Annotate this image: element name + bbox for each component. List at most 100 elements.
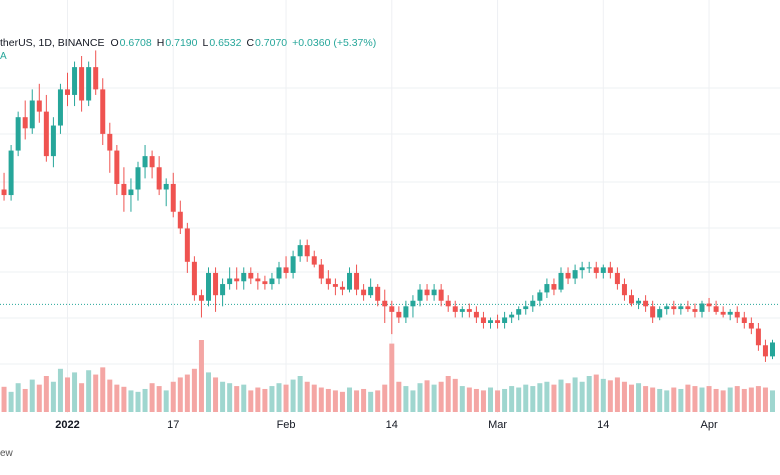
candle-body xyxy=(734,311,740,318)
volume-bar xyxy=(142,388,148,412)
candle-body xyxy=(79,67,85,101)
candle xyxy=(410,295,416,318)
candle xyxy=(79,56,85,112)
volume-bar xyxy=(692,386,698,412)
candle-body xyxy=(206,272,211,301)
candle xyxy=(403,300,409,323)
volume-bar xyxy=(480,390,486,412)
candle xyxy=(572,264,578,285)
volume-bar xyxy=(706,386,712,412)
candle-body xyxy=(650,306,656,318)
candle-body xyxy=(361,289,367,296)
volume-bar xyxy=(114,384,120,412)
candle xyxy=(36,83,42,123)
candle xyxy=(15,111,21,157)
candle-body xyxy=(410,300,416,307)
candle-body xyxy=(551,284,557,290)
volume-bar xyxy=(206,372,211,412)
volume-bar xyxy=(762,387,768,412)
candle xyxy=(241,267,247,290)
candle xyxy=(191,256,197,301)
candle-body xyxy=(283,267,289,273)
candle-body xyxy=(128,189,134,196)
volume-bar xyxy=(488,387,493,412)
candle xyxy=(770,339,775,360)
volume-bar xyxy=(36,384,42,412)
candle xyxy=(629,289,634,307)
candle xyxy=(452,300,458,318)
candle xyxy=(755,323,761,351)
volume-bar xyxy=(544,381,550,412)
candle xyxy=(502,311,508,329)
volume-bar xyxy=(445,376,451,412)
candle xyxy=(664,303,670,315)
volume-bar xyxy=(516,387,522,412)
candle xyxy=(741,311,747,329)
candle xyxy=(163,178,169,207)
volume-bar xyxy=(163,390,169,412)
candle xyxy=(417,284,423,307)
volume-bar xyxy=(509,386,515,412)
change-value: +0.0360 (+5.37%) xyxy=(292,37,377,49)
candle-body xyxy=(509,314,515,318)
candle xyxy=(184,222,190,273)
candle xyxy=(727,309,733,321)
volume-bar xyxy=(657,388,663,412)
candle xyxy=(156,156,162,196)
volume-bar xyxy=(368,391,374,412)
volume-bar xyxy=(227,383,233,412)
volume-bar xyxy=(495,390,501,412)
volume-bar xyxy=(255,387,261,412)
volume-bar xyxy=(8,391,14,412)
volume-bar xyxy=(311,384,317,412)
volume-bar xyxy=(276,383,282,412)
candle-body xyxy=(163,183,169,190)
candle-body xyxy=(643,300,649,307)
low-value: 0.6532 xyxy=(209,37,242,49)
candle xyxy=(600,264,606,279)
candle xyxy=(424,284,430,301)
candle xyxy=(128,178,134,212)
candle xyxy=(544,278,550,298)
volume-bar xyxy=(720,390,726,412)
candle xyxy=(713,300,719,315)
candle xyxy=(650,300,656,323)
candle xyxy=(142,145,148,179)
candle-body xyxy=(544,284,550,293)
open-label: O xyxy=(110,37,119,49)
volume-bar xyxy=(459,386,465,412)
candle-body xyxy=(579,267,585,271)
candle xyxy=(368,278,374,298)
candle xyxy=(22,100,28,140)
volume-bar xyxy=(248,390,254,412)
candle-body xyxy=(664,306,670,310)
candle xyxy=(325,270,331,290)
candle xyxy=(748,317,754,335)
candle-body xyxy=(29,100,35,129)
volume-bar xyxy=(678,388,684,412)
candle-body xyxy=(297,245,303,257)
candle-body xyxy=(241,272,247,282)
candle xyxy=(551,278,557,296)
ohlc-legend: therUS, 1D, BINANCE O 0.6708 H 0.7190 L … xyxy=(0,36,376,50)
candle xyxy=(318,259,324,285)
candle xyxy=(213,267,219,312)
candle-body xyxy=(629,295,634,304)
volume-bar xyxy=(191,368,197,412)
volume-bar xyxy=(600,378,606,412)
candle xyxy=(396,306,402,323)
volume-bar xyxy=(699,387,705,412)
candle xyxy=(50,117,56,168)
candle xyxy=(262,275,268,290)
candle xyxy=(636,297,642,310)
candle xyxy=(692,303,698,318)
candle xyxy=(43,94,49,162)
volume-bar xyxy=(100,367,106,412)
candle xyxy=(389,300,395,335)
candle-body xyxy=(396,311,402,318)
bottom-note: ew xyxy=(0,448,13,459)
candle xyxy=(283,256,289,279)
candle-body xyxy=(170,183,176,212)
